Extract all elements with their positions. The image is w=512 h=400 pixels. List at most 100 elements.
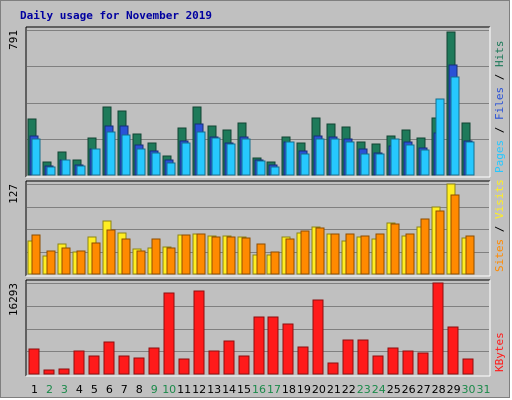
hits-files-pages-y-max-label: 791 <box>7 30 20 50</box>
x-label-day-13: 13 <box>207 383 221 396</box>
bar-pages-day-7 <box>121 134 131 176</box>
bar-kbytes-day-6 <box>103 341 115 375</box>
hits-files-pages-legend: Pages / Files / Hits <box>493 41 506 174</box>
visits-sites-y-max-label: 127 <box>7 184 20 204</box>
x-label-day-23: 23 <box>357 383 371 396</box>
x-label-day-20: 20 <box>312 383 326 396</box>
bar-pages-day-25 <box>390 138 400 176</box>
x-label-day-4: 4 <box>76 383 83 396</box>
bar-sites-day-9 <box>151 238 161 275</box>
bar-kbytes-day-8 <box>133 357 145 375</box>
bar-pages-day-2 <box>46 166 56 176</box>
bar-pages-day-12 <box>196 131 206 176</box>
bar-sites-day-11 <box>181 234 191 275</box>
x-label-day-27: 27 <box>417 383 431 396</box>
x-label-day-19: 19 <box>297 383 311 396</box>
x-label-day-6: 6 <box>106 383 113 396</box>
bar-pages-day-17 <box>270 166 280 176</box>
bar-pages-day-30 <box>465 141 475 176</box>
legend-files: Files <box>493 87 506 120</box>
bar-kbytes-day-4 <box>73 350 85 375</box>
legend-sites: Sites <box>493 239 506 272</box>
visits-sites-legend-text: Sites / Visits <box>493 179 506 272</box>
x-label-day-17: 17 <box>267 383 281 396</box>
x-label-day-30: 30 <box>462 383 476 396</box>
x-label-day-31: 31 <box>477 383 491 396</box>
bar-pages-day-26 <box>405 144 415 176</box>
legend-visits: Visits <box>493 179 506 219</box>
bar-sites-day-22 <box>345 233 355 275</box>
visits-sites-panel: 127 Sites / Visits <box>7 179 506 277</box>
hits-files-pages-legend-text: Pages / Files / Hits <box>493 41 506 174</box>
bar-pages-day-22 <box>345 141 355 176</box>
kbytes-legend-text: KBytes <box>493 332 506 372</box>
bar-kbytes-day-5 <box>88 355 100 375</box>
bar-kbytes-day-12 <box>193 290 205 375</box>
bar-pages-day-1 <box>31 138 41 176</box>
bar-pages-day-6 <box>106 131 116 176</box>
bar-pages-day-9 <box>151 152 161 176</box>
bar-kbytes-day-28 <box>432 282 444 375</box>
x-label-day-3: 3 <box>61 383 68 396</box>
bar-sites-day-15 <box>241 237 251 275</box>
hits-files-pages-panel: 791 Pages / Files / Hits <box>7 26 506 178</box>
bar-sites-day-20 <box>315 227 325 275</box>
bar-sites-day-19 <box>300 230 310 275</box>
bar-kbytes-day-2 <box>43 369 55 375</box>
bar-sites-day-16 <box>256 243 266 275</box>
bar-kbytes-day-9 <box>148 347 160 375</box>
kbytes-panel: 16293 KBytes <box>7 279 506 377</box>
x-label-day-8: 8 <box>136 383 143 396</box>
x-label-day-11: 11 <box>177 383 191 396</box>
bar-kbytes-day-25 <box>387 347 399 375</box>
kbytes-y-max-label: 16293 <box>7 283 20 316</box>
x-label-day-10: 10 <box>162 383 176 396</box>
bar-sites-day-28 <box>435 210 445 275</box>
bar-sites-day-23 <box>360 235 370 275</box>
bar-kbytes-day-1 <box>28 348 40 375</box>
x-label-day-9: 9 <box>151 383 158 396</box>
bar-kbytes-day-27 <box>417 352 429 375</box>
bar-kbytes-day-29 <box>447 326 459 375</box>
x-label-day-18: 18 <box>282 383 296 396</box>
bar-pages-day-4 <box>76 165 86 176</box>
bar-pages-day-3 <box>61 159 71 176</box>
bar-sites-day-17 <box>270 251 280 275</box>
bar-sites-day-21 <box>330 233 340 275</box>
bar-kbytes-day-15 <box>238 355 250 375</box>
chart-title: Daily usage for November 2019 <box>20 9 212 22</box>
bar-kbytes-day-21 <box>327 362 339 375</box>
bar-sites-day-12 <box>196 233 206 275</box>
bar-kbytes-day-3 <box>58 368 70 375</box>
x-label-day-2: 2 <box>46 383 53 396</box>
bar-sites-day-6 <box>106 229 116 275</box>
x-label-day-14: 14 <box>222 383 236 396</box>
bar-sites-day-10 <box>166 247 176 275</box>
bar-kbytes-day-17 <box>267 316 279 375</box>
bar-sites-day-1 <box>31 234 41 275</box>
bar-kbytes-day-10 <box>163 292 175 375</box>
bar-sites-day-30 <box>465 235 475 275</box>
bar-sites-day-26 <box>405 233 415 275</box>
bar-kbytes-day-20 <box>312 299 324 375</box>
x-label-day-1: 1 <box>31 383 38 396</box>
legend-hits: Hits <box>493 41 506 68</box>
bar-sites-day-8 <box>136 250 146 275</box>
bar-kbytes-day-26 <box>402 350 414 375</box>
bar-kbytes-day-24 <box>372 355 384 375</box>
bar-sites-day-4 <box>76 250 86 275</box>
x-label-day-16: 16 <box>252 383 266 396</box>
bar-sites-day-29 <box>450 194 460 275</box>
x-label-day-7: 7 <box>121 383 128 396</box>
legend-separator: / <box>493 67 506 87</box>
bar-kbytes-day-11 <box>178 358 190 375</box>
bar-pages-day-21 <box>330 138 340 176</box>
x-label-day-28: 28 <box>432 383 446 396</box>
bar-pages-day-23 <box>360 153 370 176</box>
bar-pages-day-24 <box>375 153 385 176</box>
bar-kbytes-day-19 <box>297 346 309 375</box>
bar-sites-day-18 <box>285 238 295 275</box>
bar-kbytes-day-22 <box>342 339 354 375</box>
bar-sites-day-5 <box>91 242 101 275</box>
legend-pages: Pages <box>493 140 506 173</box>
